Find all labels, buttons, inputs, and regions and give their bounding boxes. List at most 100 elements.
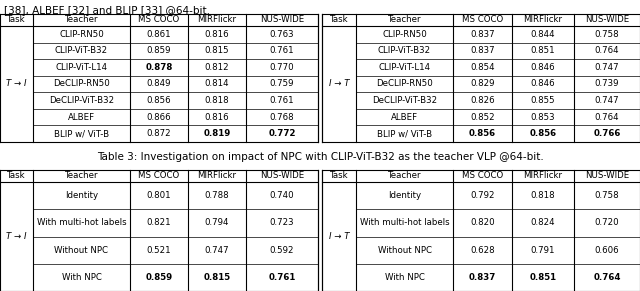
Text: 0.849: 0.849 [147,79,172,88]
Text: Teacher: Teacher [65,15,99,24]
Text: 0.859: 0.859 [147,46,172,55]
Text: 0.819: 0.819 [204,129,230,138]
Text: CLIP-ViT-L14: CLIP-ViT-L14 [378,63,431,72]
Text: 0.763: 0.763 [269,30,294,39]
Text: 0.856: 0.856 [469,129,496,138]
Text: BLIP w/ ViT-B: BLIP w/ ViT-B [54,129,109,138]
Text: 0.837: 0.837 [469,273,496,282]
Text: 0.761: 0.761 [269,46,294,55]
Text: Task: Task [330,15,348,24]
Text: Without NPC: Without NPC [378,246,431,255]
Text: 0.801: 0.801 [147,191,172,200]
Text: MS COCO: MS COCO [462,171,503,180]
Text: DeCLIP-RN50: DeCLIP-RN50 [53,79,110,88]
Text: 0.628: 0.628 [470,246,495,255]
Text: Teacher: Teacher [65,171,99,180]
Text: 0.792: 0.792 [470,191,495,200]
Text: 0.837: 0.837 [470,30,495,39]
Text: 0.794: 0.794 [205,218,229,227]
Text: T → I: T → I [6,232,27,241]
Text: 0.856: 0.856 [529,129,557,138]
Text: 0.758: 0.758 [595,30,620,39]
Text: With NPC: With NPC [385,273,424,282]
Text: 0.844: 0.844 [531,30,556,39]
Text: NUS-WIDE: NUS-WIDE [585,171,629,180]
Text: Identity: Identity [65,191,98,200]
Text: MS COCO: MS COCO [462,15,503,24]
Text: CLIP-ViT-L14: CLIP-ViT-L14 [56,63,108,72]
Text: 0.846: 0.846 [531,63,556,72]
Text: 0.851: 0.851 [531,46,556,55]
Text: With multi-hot labels: With multi-hot labels [360,218,449,227]
Text: 0.768: 0.768 [269,113,294,122]
Text: Table 3: Investigation on impact of NPC with CLIP-ViT-B32 as the teacher VLP @64: Table 3: Investigation on impact of NPC … [97,152,543,162]
Text: 0.826: 0.826 [470,96,495,105]
Text: Teacher: Teacher [388,15,421,24]
Text: BLIP w/ ViT-B: BLIP w/ ViT-B [377,129,432,138]
Text: NUS-WIDE: NUS-WIDE [260,171,304,180]
Text: 0.758: 0.758 [595,191,620,200]
Text: 0.592: 0.592 [269,246,294,255]
Text: Task: Task [330,171,348,180]
Text: 0.814: 0.814 [205,79,229,88]
Text: 0.818: 0.818 [531,191,556,200]
Text: 0.855: 0.855 [531,96,556,105]
Text: 0.788: 0.788 [205,191,229,200]
Text: MS COCO: MS COCO [138,171,180,180]
Text: 0.740: 0.740 [269,191,294,200]
Text: 0.821: 0.821 [147,218,172,227]
Text: 0.853: 0.853 [531,113,556,122]
Text: 0.861: 0.861 [147,30,172,39]
Text: 0.791: 0.791 [531,246,556,255]
Text: 0.816: 0.816 [205,113,229,122]
Text: 0.764: 0.764 [595,113,620,122]
Text: MIRFlickr: MIRFlickr [524,171,563,180]
Text: CLIP-ViT-B32: CLIP-ViT-B32 [378,46,431,55]
Text: 0.720: 0.720 [595,218,620,227]
Text: 0.859: 0.859 [145,273,173,282]
Text: 0.829: 0.829 [470,79,495,88]
Text: CLIP-ViT-B32: CLIP-ViT-B32 [55,46,108,55]
Text: ALBEF: ALBEF [391,113,418,122]
Text: DeCLIP-RN50: DeCLIP-RN50 [376,79,433,88]
Text: 0.747: 0.747 [595,63,620,72]
Text: CLIP-RN50: CLIP-RN50 [382,30,427,39]
Text: 0.764: 0.764 [593,273,621,282]
Text: 0.723: 0.723 [269,218,294,227]
Text: 0.747: 0.747 [205,246,229,255]
Text: With multi-hot labels: With multi-hot labels [36,218,126,227]
Text: NUS-WIDE: NUS-WIDE [585,15,629,24]
Text: Identity: Identity [388,191,421,200]
Text: ALBEF: ALBEF [68,113,95,122]
Text: 0.764: 0.764 [595,46,620,55]
Text: 0.521: 0.521 [147,246,172,255]
Text: MIRFlickr: MIRFlickr [524,15,563,24]
Text: 0.772: 0.772 [268,129,296,138]
Text: MIRFlickr: MIRFlickr [198,15,237,24]
Text: Task: Task [7,171,26,180]
Text: 0.854: 0.854 [470,63,495,72]
Text: NUS-WIDE: NUS-WIDE [260,15,304,24]
Text: With NPC: With NPC [61,273,101,282]
Text: 0.818: 0.818 [205,96,229,105]
Text: Task: Task [7,15,26,24]
Text: 0.852: 0.852 [470,113,495,122]
Text: DeCLIP-ViT-B32: DeCLIP-ViT-B32 [49,96,114,105]
Text: 0.766: 0.766 [593,129,621,138]
Text: [38], ALBEF [32] and BLIP [33] @64-bit.: [38], ALBEF [32] and BLIP [33] @64-bit. [4,5,210,15]
Text: 0.761: 0.761 [269,96,294,105]
Text: 0.816: 0.816 [205,30,229,39]
Text: Without NPC: Without NPC [54,246,109,255]
Text: 0.812: 0.812 [205,63,229,72]
Text: DeCLIP-ViT-B32: DeCLIP-ViT-B32 [372,96,437,105]
Text: 0.837: 0.837 [470,46,495,55]
Text: I → T: I → T [329,79,349,88]
Text: 0.759: 0.759 [269,79,294,88]
Text: 0.824: 0.824 [531,218,556,227]
Text: 0.846: 0.846 [531,79,556,88]
Text: MIRFlickr: MIRFlickr [198,171,237,180]
Text: 0.815: 0.815 [205,46,229,55]
Text: 0.866: 0.866 [147,113,172,122]
Text: 0.739: 0.739 [595,79,620,88]
Text: MS COCO: MS COCO [138,15,180,24]
